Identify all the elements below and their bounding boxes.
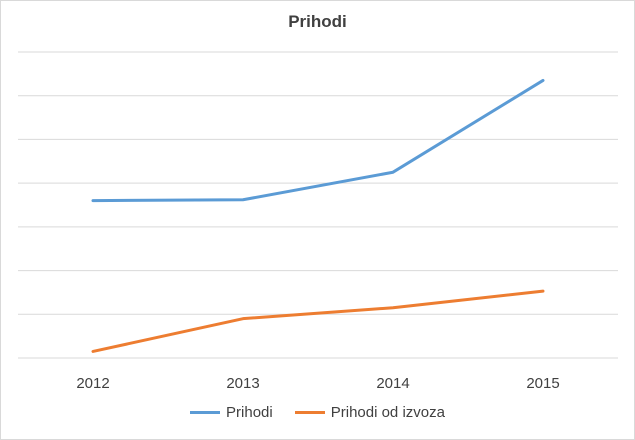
chart-title: Prihodi [288,12,347,31]
legend-swatch [190,411,221,414]
x-tick-label: 2014 [376,375,409,392]
series-line-0 [91,78,545,203]
legend: Prihodi Prihodi od izvoza [0,404,635,421]
series-lines [91,78,545,353]
legend-label: Prihodi [226,404,273,421]
x-tick-label: 2012 [76,375,109,392]
legend-label: Prihodi od izvoza [330,404,445,421]
x-tick-label: 2015 [526,375,559,392]
legend-item-series-0: Prihodi [190,404,273,421]
legend-item-series-1: Prihodi od izvoza [294,404,445,421]
x-axis-ticks: 2012 2013 2014 2015 [76,375,559,392]
x-tick-label: 2013 [226,375,259,392]
legend-swatch [294,411,325,414]
series-line-1 [91,289,545,353]
